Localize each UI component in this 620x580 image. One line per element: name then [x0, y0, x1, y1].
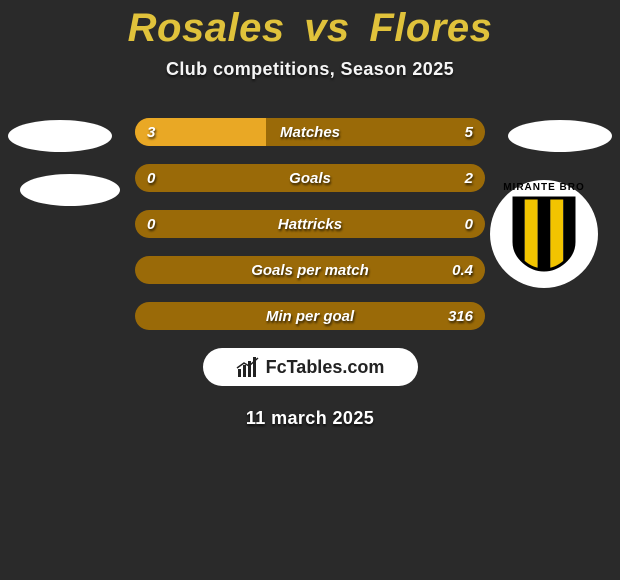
- stat-value-right: 0: [465, 216, 473, 233]
- stat-row: Min per goal 316: [135, 302, 485, 330]
- stat-row: 3 Matches 5: [135, 118, 485, 146]
- stat-row: 0 Hattricks 0: [135, 210, 485, 238]
- player1-name: Rosales: [128, 6, 285, 50]
- bar-chart-icon: [236, 355, 260, 379]
- stat-row: 0 Goals 2: [135, 164, 485, 192]
- player2-name: Flores: [369, 6, 492, 50]
- stat-value-right: 316: [448, 308, 473, 325]
- page-title: Rosales vs Flores: [0, 0, 620, 51]
- stat-label: Min per goal: [266, 308, 354, 325]
- stat-label: Matches: [280, 124, 340, 141]
- team2-badge-text: MIRANTE BRO: [490, 182, 598, 290]
- subtitle: Club competitions, Season 2025: [0, 59, 620, 80]
- stat-value-right: 0.4: [452, 262, 473, 279]
- stat-value-left: 3: [147, 124, 155, 141]
- stat-label: Goals per match: [251, 262, 369, 279]
- stat-value-right: 5: [465, 124, 473, 141]
- team1-badge-placeholder: [20, 174, 120, 206]
- stats-table: 3 Matches 5 0 Goals 2 0 Hattricks 0 Goals per mat…: [135, 118, 485, 330]
- player1-avatar-placeholder: [8, 120, 112, 152]
- stat-value-left: 0: [147, 216, 155, 233]
- stat-row: Goals per match 0.4: [135, 256, 485, 284]
- team2-badge: MIRANTE BRO: [490, 180, 598, 288]
- stat-value-right: 2: [465, 170, 473, 187]
- player2-avatar-placeholder: [508, 120, 612, 152]
- date: 11 march 2025: [0, 408, 620, 429]
- vs-text: vs: [304, 6, 350, 50]
- stat-label: Hattricks: [278, 216, 342, 233]
- stat-value-left: 0: [147, 170, 155, 187]
- brand-banner: FcTables.com: [203, 348, 418, 386]
- brand-text: FcTables.com: [266, 357, 385, 378]
- stat-label: Goals: [289, 170, 331, 187]
